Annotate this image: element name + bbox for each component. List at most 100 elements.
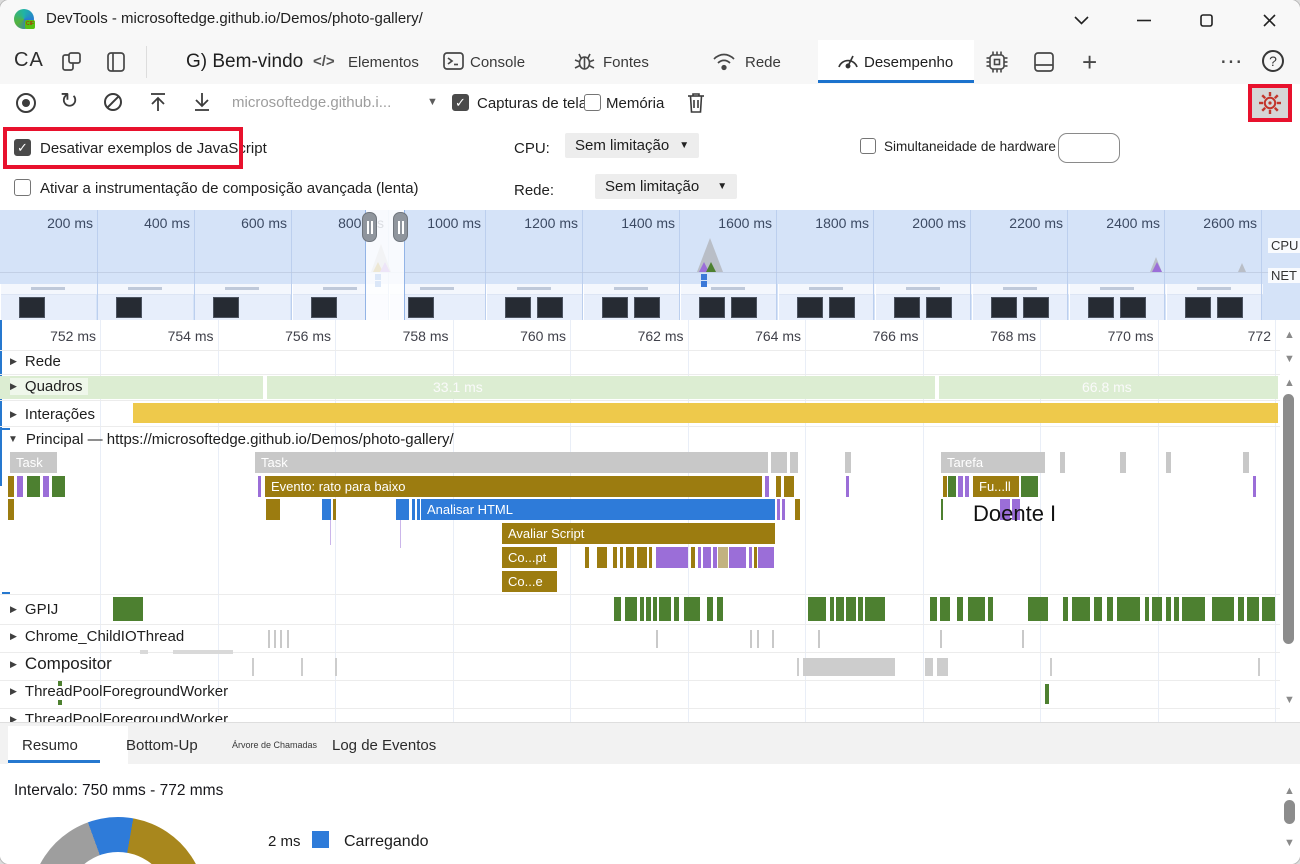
flame-bar[interactable] bbox=[637, 546, 647, 568]
scroll-down-icon[interactable]: ▼ bbox=[1284, 353, 1295, 365]
chevron-right-icon[interactable]: ▶ bbox=[10, 381, 17, 391]
flame-bar[interactable]: Task bbox=[255, 452, 768, 473]
flame-bar[interactable] bbox=[713, 546, 717, 568]
gpu-activity-bar[interactable] bbox=[1182, 597, 1205, 621]
inspect-element-icon[interactable]: CA bbox=[14, 49, 44, 71]
cpu-throttle-select[interactable]: Sem limitação ▼ bbox=[565, 133, 700, 158]
help-icon[interactable]: ? bbox=[1262, 50, 1284, 72]
flame-bar[interactable] bbox=[749, 546, 752, 568]
selection-handle-right[interactable] bbox=[393, 212, 408, 242]
chevron-right-icon[interactable]: ▶ bbox=[10, 631, 17, 641]
flame-bar[interactable] bbox=[585, 546, 589, 568]
flame-bar[interactable] bbox=[626, 546, 634, 568]
interaction-bar[interactable] bbox=[133, 403, 1278, 423]
tab-rede[interactable]: Rede bbox=[745, 54, 781, 71]
gpu-activity-bar[interactable] bbox=[674, 597, 679, 621]
frames-band[interactable]: 33.1 ms 66.8 ms bbox=[0, 376, 1278, 399]
flame-bar[interactable] bbox=[412, 499, 415, 521]
more-options-icon[interactable]: ... bbox=[1220, 42, 1244, 69]
scroll-up-icon[interactable]: ▲ bbox=[1284, 329, 1295, 341]
track-principal[interactable]: ▼ Principal — https://microsoftedge.gith… bbox=[8, 431, 454, 448]
flame-bar[interactable] bbox=[1000, 499, 1010, 521]
flame-bar[interactable] bbox=[782, 499, 785, 521]
add-tab-plus-icon[interactable]: + bbox=[1082, 47, 1098, 77]
flame-bar[interactable] bbox=[620, 546, 623, 568]
device-emulation-icon[interactable] bbox=[60, 51, 82, 73]
gpu-activity-bar[interactable] bbox=[614, 597, 621, 621]
track-interacoes[interactable]: ▶ Interações bbox=[10, 406, 95, 423]
scroll-up-icon[interactable]: ▲ bbox=[1284, 785, 1295, 797]
tab-fontes[interactable]: Fontes bbox=[603, 54, 649, 71]
screenshots-checkbox[interactable]: ✓ bbox=[452, 94, 469, 111]
track-gpu[interactable]: ▶ GPIJ bbox=[10, 601, 58, 618]
dock-side-chevron-button[interactable] bbox=[1066, 8, 1096, 32]
profile-dropdown-caret-icon[interactable]: ▼ bbox=[427, 96, 438, 108]
screenshot-thumbnail[interactable] bbox=[634, 297, 661, 318]
flame-bar[interactable] bbox=[52, 475, 65, 497]
gpu-activity-bar[interactable] bbox=[968, 597, 985, 621]
selection-handle-left[interactable] bbox=[362, 212, 377, 242]
flame-bar[interactable] bbox=[777, 499, 780, 521]
flame-bar[interactable] bbox=[758, 546, 774, 568]
flame-bar[interactable] bbox=[1243, 452, 1249, 473]
filmstrip-frame[interactable] bbox=[583, 284, 681, 320]
flame-bar[interactable] bbox=[322, 499, 331, 521]
gpu-activity-bar[interactable] bbox=[1072, 597, 1090, 621]
gpu-activity-bar[interactable] bbox=[858, 597, 863, 621]
gpu-activity-bar[interactable] bbox=[684, 597, 700, 621]
tab-welcome[interactable]: G) Bem-vindo bbox=[186, 51, 304, 72]
flame-bar[interactable] bbox=[776, 475, 781, 497]
flame-bar[interactable] bbox=[958, 475, 963, 497]
gpu-activity-bar[interactable] bbox=[1107, 597, 1113, 621]
flame-bar[interactable] bbox=[17, 475, 23, 497]
screenshot-thumbnail[interactable] bbox=[537, 297, 563, 318]
gpu-activity-bar[interactable] bbox=[1174, 597, 1179, 621]
gpu-activity-bar[interactable] bbox=[653, 597, 657, 621]
flame-bar[interactable] bbox=[27, 475, 40, 497]
gpu-activity-bar[interactable] bbox=[717, 597, 723, 621]
tab-resumo[interactable]: Resumo bbox=[8, 726, 128, 764]
screenshot-thumbnail[interactable] bbox=[731, 297, 758, 318]
flame-bar[interactable] bbox=[266, 499, 280, 521]
trash-icon[interactable] bbox=[686, 92, 706, 114]
tab-log-de-eventos[interactable]: Log de Eventos bbox=[318, 726, 450, 764]
gpu-activity-bar[interactable] bbox=[1212, 597, 1234, 621]
hw-concurrency-checkbox[interactable] bbox=[860, 138, 876, 154]
scroll-up-icon[interactable]: ▲ bbox=[1284, 377, 1295, 389]
drawer-icon[interactable] bbox=[1033, 51, 1055, 73]
screenshot-thumbnail[interactable] bbox=[116, 297, 143, 318]
flame-bar[interactable] bbox=[333, 499, 336, 521]
chevron-right-icon[interactable]: ▶ bbox=[10, 714, 17, 722]
gpu-activity-bar[interactable] bbox=[646, 597, 651, 621]
flame-bar[interactable]: Analisar HTML bbox=[421, 499, 775, 521]
gpu-activity-bar[interactable] bbox=[1262, 597, 1275, 621]
screenshot-thumbnail[interactable] bbox=[699, 297, 726, 318]
track-rede[interactable]: ▶ Rede bbox=[10, 353, 61, 370]
gpu-activity-bar[interactable] bbox=[659, 597, 671, 621]
gpu-activity-bar[interactable] bbox=[957, 597, 963, 621]
summary-donut-chart[interactable] bbox=[28, 815, 208, 864]
filmstrip-frame[interactable] bbox=[97, 284, 195, 320]
capture-settings-gear-icon[interactable] bbox=[1258, 91, 1282, 115]
flame-bar[interactable] bbox=[754, 546, 757, 568]
screenshot-thumbnail[interactable] bbox=[796, 297, 823, 318]
maximize-button[interactable] bbox=[1191, 8, 1221, 32]
flame-bar[interactable] bbox=[417, 499, 420, 521]
gpu-activity-bar[interactable] bbox=[1028, 597, 1048, 621]
flame-bar[interactable] bbox=[396, 499, 409, 521]
hw-concurrency-input[interactable] bbox=[1058, 133, 1120, 163]
screenshot-thumbnail[interactable] bbox=[1088, 297, 1115, 318]
screenshot-thumbnail[interactable] bbox=[893, 297, 920, 318]
gpu-activity-bar[interactable] bbox=[640, 597, 644, 621]
gpu-activity-bar[interactable] bbox=[940, 597, 950, 621]
gpu-activity-bar[interactable] bbox=[808, 597, 826, 621]
flame-bar[interactable] bbox=[1060, 452, 1065, 473]
gpu-activity-bar[interactable] bbox=[1094, 597, 1102, 621]
flame-bar[interactable]: Evento: rato para baixo bbox=[265, 475, 762, 497]
flame-bar[interactable] bbox=[698, 546, 701, 568]
flame-bar[interactable] bbox=[795, 499, 800, 521]
gpu-activity-bar[interactable] bbox=[988, 597, 993, 621]
chevron-right-icon[interactable]: ▶ bbox=[10, 658, 17, 669]
net-throttle-select[interactable]: Sem limitação ▼ bbox=[595, 174, 738, 199]
